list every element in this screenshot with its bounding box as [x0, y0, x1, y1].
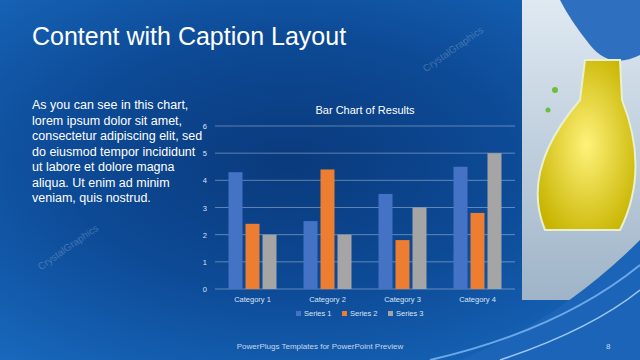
chart-title: Bar Chart of Results [315, 104, 415, 116]
bars [229, 153, 502, 289]
grid-line [215, 234, 515, 235]
bar [488, 153, 502, 289]
y-tick-label: 3 [203, 204, 207, 213]
x-tick-label: Category 4 [459, 295, 496, 304]
legend-label: Series 2 [350, 309, 378, 318]
page-number: 8 [606, 342, 610, 351]
y-tick-label: 0 [203, 285, 207, 294]
bar [304, 221, 318, 289]
wave [460, 240, 640, 360]
bar [379, 194, 393, 289]
x-tick-label: Category 1 [234, 295, 271, 304]
grid-line [215, 261, 515, 262]
legend-label: Series 3 [396, 309, 424, 318]
legend-swatch [388, 311, 393, 316]
legend-swatch [296, 311, 301, 316]
grid-line [215, 207, 515, 208]
bar [229, 172, 243, 289]
caption: As you can see in this chart, lorem ipsu… [32, 98, 204, 207]
drop [552, 87, 558, 93]
glove [560, 0, 640, 61]
footer: PowerPlugs Templates for PowerPoint Prev… [0, 342, 640, 351]
x-tick-label: Category 3 [384, 295, 421, 304]
bar [246, 224, 260, 289]
legend-swatch [342, 311, 347, 316]
flask [538, 60, 636, 230]
bar [396, 240, 410, 289]
bar [263, 235, 277, 289]
y-tick-label: 5 [203, 149, 207, 158]
legend-label: Series 1 [304, 309, 332, 318]
bar [321, 169, 335, 289]
grid-line [215, 126, 515, 127]
watermark: CrystalGraphics [421, 24, 486, 74]
y-tick-label: 6 [203, 122, 207, 131]
y-tick-label: 2 [203, 231, 207, 240]
watermark: CrystalGraphics [36, 222, 101, 272]
grid-line [215, 289, 515, 290]
y-tick-label: 1 [203, 258, 207, 267]
bar [413, 208, 427, 290]
bar [454, 167, 468, 289]
y-tick-label: 4 [203, 176, 207, 185]
grid-line [215, 153, 515, 154]
drop [546, 108, 551, 113]
bar [338, 235, 352, 289]
x-tick-label: Category 2 [309, 295, 346, 304]
bar [471, 213, 485, 289]
wave-line [500, 290, 640, 360]
slide-title: Content with Caption Layout [32, 22, 346, 51]
photo [522, 0, 640, 300]
grid-line [215, 180, 515, 181]
